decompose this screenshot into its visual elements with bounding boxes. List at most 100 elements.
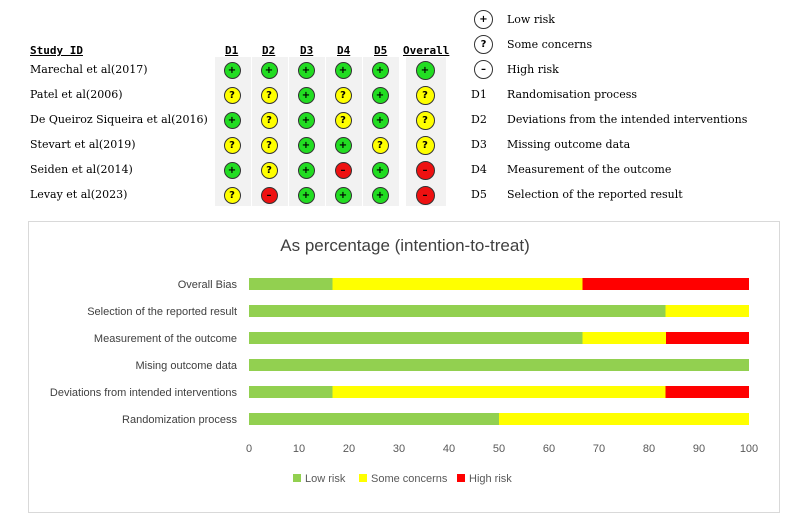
judgement-low-icon: + bbox=[371, 62, 389, 79]
header-d2: D2 bbox=[262, 44, 276, 57]
judgement-low-icon: + bbox=[297, 137, 315, 154]
judgement-some-icon: ? bbox=[223, 87, 241, 104]
study-name: Stevart et al(2019) bbox=[30, 138, 136, 151]
bar-segment bbox=[582, 332, 666, 344]
judgement-low-icon: + bbox=[297, 162, 315, 179]
legend-label-0: Low risk bbox=[305, 473, 346, 485]
judgement-some-icon: ? bbox=[223, 187, 241, 204]
judgement-low-icon: + bbox=[297, 187, 315, 204]
header-d1: D1 bbox=[225, 44, 239, 57]
category-label: Mising outcome data bbox=[136, 360, 238, 372]
judgement-some-icon: ? bbox=[334, 87, 352, 104]
bar-segment bbox=[499, 413, 749, 425]
judgement-low-icon: + bbox=[297, 87, 315, 104]
x-tick-label: 70 bbox=[593, 443, 605, 455]
study-name: Seiden et al(2014) bbox=[30, 163, 133, 176]
legend-swatch-1 bbox=[359, 474, 367, 482]
judgement-low-icon: + bbox=[297, 112, 315, 129]
judgement-low-icon: + bbox=[334, 187, 352, 204]
domain-desc-d4: Measurement of the outcome bbox=[507, 163, 672, 176]
high-risk-legend-icon: – bbox=[474, 60, 493, 79]
header-study-id: Study ID bbox=[30, 44, 83, 57]
column-d5 bbox=[362, 57, 400, 206]
domain-key-d4: D4 bbox=[471, 163, 487, 176]
low-risk-legend-icon: + bbox=[474, 10, 493, 29]
x-tick-label: 20 bbox=[343, 443, 355, 455]
domain-desc-d2: Deviations from the intended interventio… bbox=[507, 113, 748, 126]
judgement-low-icon: + bbox=[371, 162, 389, 179]
judgement-some-icon: ? bbox=[260, 137, 278, 154]
domain-key-d2: D2 bbox=[471, 113, 487, 126]
study-name: Patel et al(2006) bbox=[30, 88, 123, 101]
judgement-some-icon: ? bbox=[223, 137, 241, 154]
x-tick-label: 30 bbox=[393, 443, 405, 455]
domain-desc-d1: Randomisation process bbox=[507, 88, 638, 101]
low-risk-legend-label: Low risk bbox=[507, 13, 555, 26]
bar-segment bbox=[249, 386, 333, 398]
judgement-low-icon: + bbox=[371, 187, 389, 204]
header-d3: D3 bbox=[300, 44, 314, 57]
judgement-some-icon: ? bbox=[260, 112, 278, 129]
judgement-some-icon: ? bbox=[260, 162, 278, 179]
some-concerns-legend-icon: ? bbox=[474, 35, 493, 54]
overall-low-icon: + bbox=[415, 61, 435, 80]
category-label: Deviations from intended interventions bbox=[50, 387, 238, 399]
x-tick-label: 100 bbox=[740, 443, 758, 455]
bar-segment bbox=[665, 386, 749, 398]
study-name: Levay et al(2023) bbox=[30, 188, 128, 201]
summary-chart-svg: As percentage (intention-to-treat) Overal… bbox=[50, 236, 758, 485]
bar-segment bbox=[249, 359, 749, 371]
header-d5: D5 bbox=[374, 44, 388, 57]
domain-desc-d3: Missing outcome data bbox=[507, 138, 631, 151]
column-d2 bbox=[251, 57, 289, 206]
judgement-low-icon: + bbox=[334, 137, 352, 154]
chart-title: As percentage (intention-to-treat) bbox=[280, 236, 529, 255]
study-name: Marechal et al(2017) bbox=[30, 63, 148, 76]
risk-of-bias-table: Study ID D1 D2 D3 D4 D5 Overall Marechal… bbox=[0, 0, 800, 215]
bar-segment bbox=[332, 278, 583, 290]
legend-label-2: High risk bbox=[469, 473, 512, 485]
bar-segment bbox=[249, 278, 333, 290]
judgement-some-icon: ? bbox=[371, 137, 389, 154]
legend-label-1: Some concerns bbox=[371, 473, 448, 485]
domain-key-d1: D1 bbox=[471, 88, 487, 101]
bar-segment bbox=[249, 332, 583, 344]
overall-some-icon: ? bbox=[415, 86, 435, 105]
x-tick-label: 50 bbox=[493, 443, 505, 455]
legend-swatch-2 bbox=[457, 474, 465, 482]
category-label: Measurement of the outcome bbox=[94, 333, 237, 345]
domain-desc-d5: Selection of the reported result bbox=[507, 188, 683, 201]
x-tick-label: 90 bbox=[693, 443, 705, 455]
study-name: De Queiroz Siqueira et al(2016) bbox=[30, 113, 208, 126]
some-concerns-legend-label: Some concerns bbox=[507, 38, 593, 51]
judgement-low-icon: + bbox=[223, 62, 241, 79]
column-d4 bbox=[325, 57, 363, 206]
judgement-low-icon: + bbox=[371, 87, 389, 104]
judgement-low-icon: + bbox=[371, 112, 389, 129]
judgement-low-icon: + bbox=[260, 62, 278, 79]
category-label: Selection of the reported result bbox=[87, 306, 237, 318]
overall-high-icon: – bbox=[415, 186, 435, 205]
bar-segment bbox=[249, 305, 666, 317]
x-tick-label: 10 bbox=[293, 443, 305, 455]
x-tick-label: 80 bbox=[643, 443, 655, 455]
judgement-some-icon: ? bbox=[334, 112, 352, 129]
column-overall bbox=[405, 57, 447, 206]
x-tick-label: 0 bbox=[246, 443, 252, 455]
header-d4: D4 bbox=[337, 44, 351, 57]
bar-segment bbox=[332, 386, 666, 398]
overall-some-icon: ? bbox=[415, 111, 435, 130]
domain-key-d5: D5 bbox=[471, 188, 487, 201]
judgement-low-icon: + bbox=[334, 62, 352, 79]
column-d1 bbox=[214, 57, 252, 206]
judgement-low-icon: + bbox=[223, 112, 241, 129]
bar-segment bbox=[582, 278, 749, 290]
x-tick-label: 60 bbox=[543, 443, 555, 455]
bar-segment bbox=[665, 305, 749, 317]
judgement-some-icon: ? bbox=[260, 87, 278, 104]
summary-chart: As percentage (intention-to-treat) Overal… bbox=[28, 221, 780, 513]
overall-high-icon: – bbox=[415, 161, 435, 180]
header-overall: Overall bbox=[403, 44, 450, 57]
judgement-high-icon: – bbox=[334, 162, 352, 179]
column-d3 bbox=[288, 57, 326, 206]
